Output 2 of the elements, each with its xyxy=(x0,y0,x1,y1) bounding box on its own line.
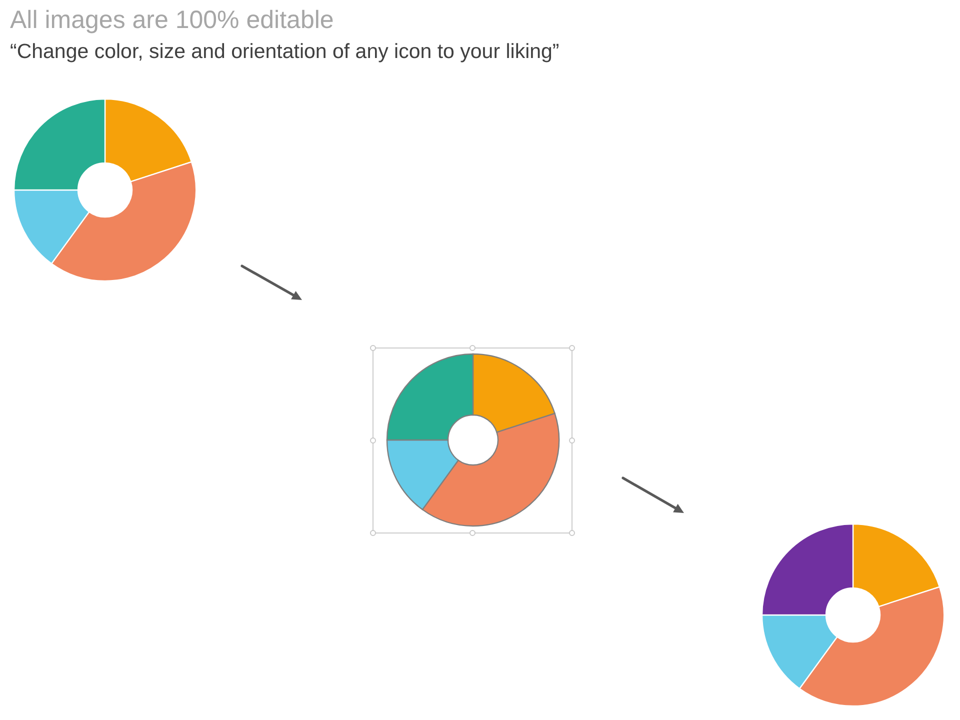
text: “Change color, size and orientation of any icon to your liking” xyxy=(10,39,560,65)
chart-title: All images are 100% editable xyxy=(10,5,334,35)
